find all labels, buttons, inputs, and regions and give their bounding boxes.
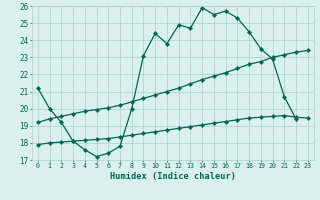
X-axis label: Humidex (Indice chaleur): Humidex (Indice chaleur) bbox=[110, 172, 236, 181]
